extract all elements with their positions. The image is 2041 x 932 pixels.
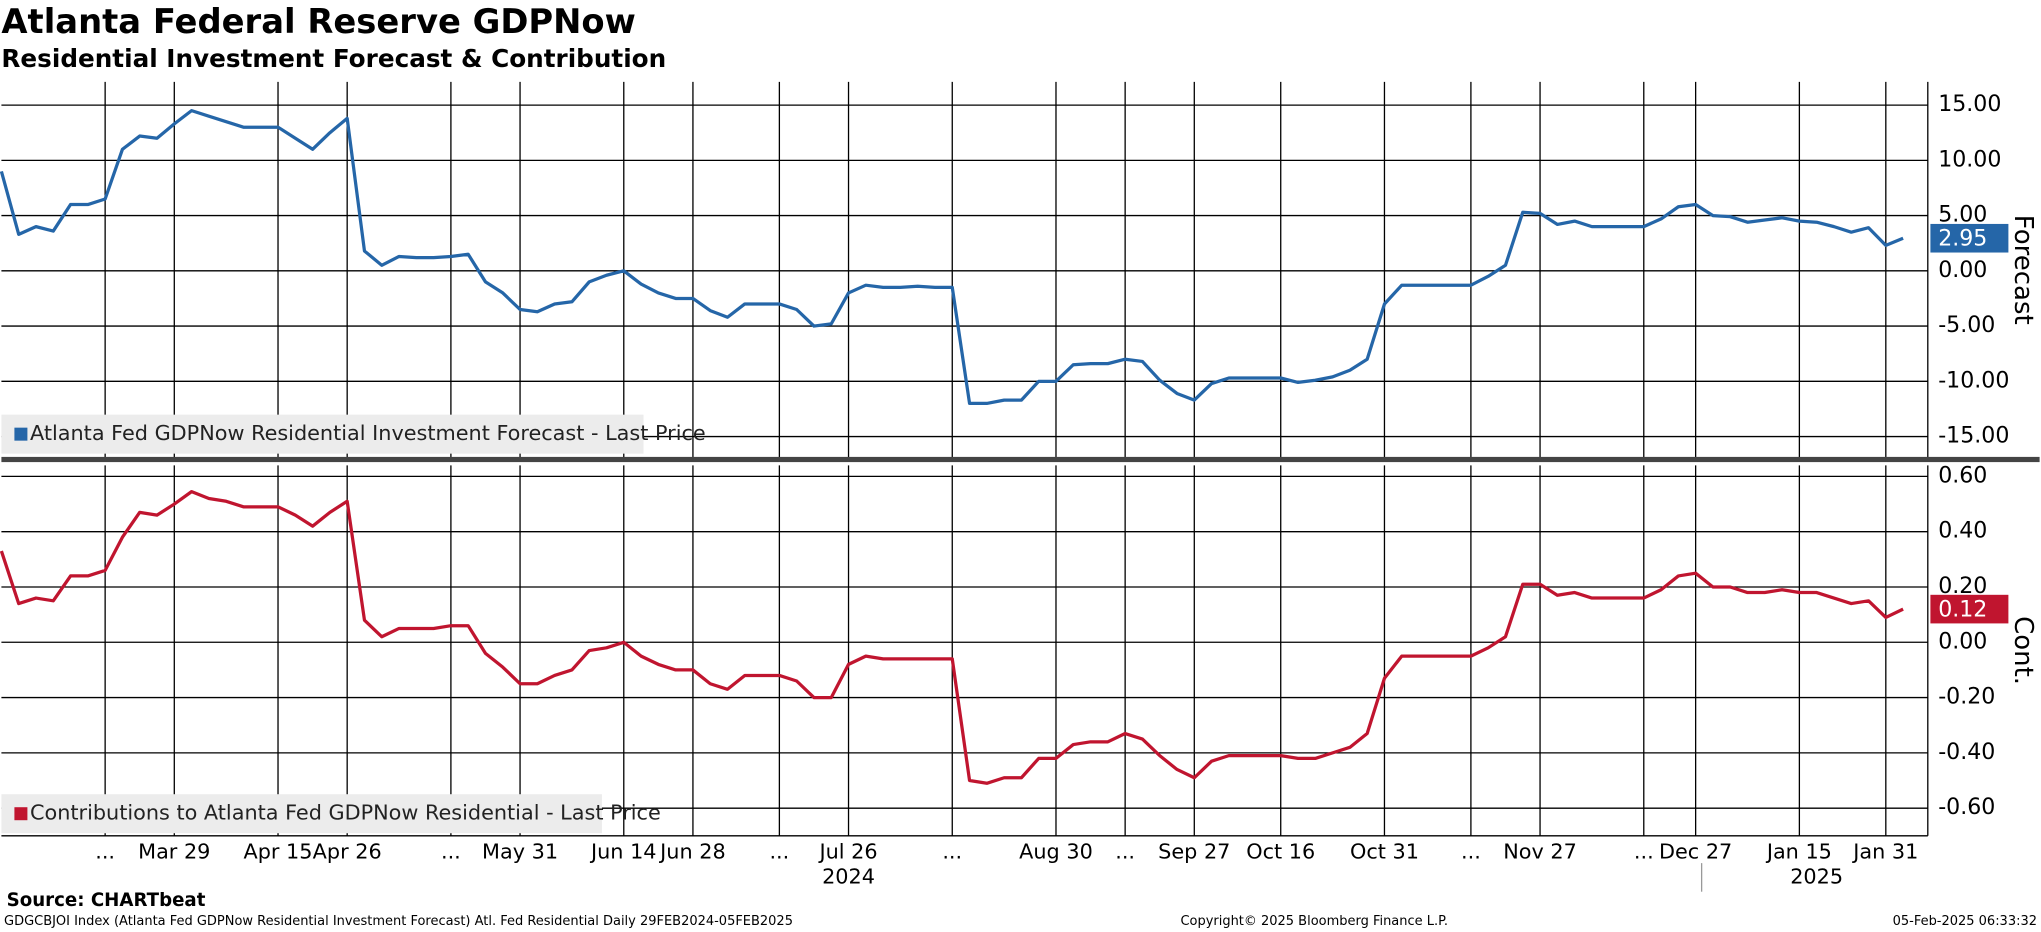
last-value-box xyxy=(1930,223,2009,253)
chart-title: Atlanta Federal Reserve GDPNow xyxy=(1,2,635,41)
y-tick-label: -0.60 xyxy=(1938,794,1995,820)
x-tick-label: Apr 26 xyxy=(313,840,382,864)
y-tick-label: -15.00 xyxy=(1938,423,2009,449)
x-tick-label: ... xyxy=(1115,840,1135,864)
year-label: 2025 xyxy=(1790,864,1843,888)
last-value-label: 0.12 xyxy=(1938,596,1987,622)
y-tick-label: 0.20 xyxy=(1938,573,1987,599)
y-tick-label: -0.40 xyxy=(1938,739,1995,765)
x-tick-label: Jan 15 xyxy=(1765,840,1832,864)
x-tick-label: Jan 31 xyxy=(1851,840,1918,864)
last-value-label: 2.95 xyxy=(1938,226,1987,252)
x-tick-label: Aug 30 xyxy=(1019,840,1093,864)
x-tick-label: Jun 28 xyxy=(658,840,726,864)
y-tick-label: 0.00 xyxy=(1938,257,1987,283)
legend-swatch xyxy=(14,807,28,821)
legend-box xyxy=(1,414,644,454)
x-tick-label: Sep 27 xyxy=(1158,840,1230,864)
y-axis-title: Forecast xyxy=(2008,215,2038,325)
legend-label: Contributions to Atlanta Fed GDPNow Resi… xyxy=(30,801,661,825)
source: Source: CHARTbeat xyxy=(7,890,206,911)
x-tick-label: Dec 27 xyxy=(1659,840,1732,864)
y-tick-label: -5.00 xyxy=(1938,312,1995,338)
x-tick-label: Oct 16 xyxy=(1246,840,1315,864)
y-tick-label: 0.60 xyxy=(1938,462,1987,488)
y-tick-label: 5.00 xyxy=(1938,202,1987,228)
y-tick-label: 0.40 xyxy=(1938,518,1987,544)
x-tick-label: ... xyxy=(95,840,115,864)
legend-label: Atlanta Fed GDPNow Residential Investmen… xyxy=(30,421,706,445)
y-tick-label: 10.00 xyxy=(1938,146,2001,172)
x-tick-label: May 31 xyxy=(482,840,558,864)
legend-box xyxy=(1,794,602,834)
y-tick-label: 15.00 xyxy=(1938,91,2001,117)
x-tick-label: ... xyxy=(1634,840,1654,864)
y-tick-label: -10.00 xyxy=(1938,367,2009,393)
x-tick-label: ... xyxy=(1461,840,1481,864)
x-tick-label: Jun 14 xyxy=(589,840,657,864)
line-series xyxy=(0,489,1904,785)
footer-left: GDGCBJOI Index (Atlanta Fed GDPNow Resid… xyxy=(4,914,793,929)
y-tick-label: 0.00 xyxy=(1938,628,1987,654)
y-axis-title: Cont. xyxy=(2008,616,2038,685)
legend-swatch xyxy=(14,427,28,441)
line-series xyxy=(0,108,1904,406)
x-tick-label: ... xyxy=(942,840,962,864)
x-tick-label: Oct 31 xyxy=(1350,840,1419,864)
y-tick-label: -0.20 xyxy=(1938,684,1995,710)
x-tick-label: Nov 27 xyxy=(1503,840,1577,864)
x-tick-label: Jul 26 xyxy=(817,840,877,864)
footer-right: 05-Feb-2025 06:33:32 xyxy=(1893,914,2037,929)
footer-center: Copyright© 2025 Bloomberg Finance L.P. xyxy=(1180,914,1448,929)
x-tick-label: Mar 29 xyxy=(138,840,210,864)
x-tick-label: ... xyxy=(769,840,789,864)
panel-separator xyxy=(1,456,2040,463)
x-tick-label: ... xyxy=(441,840,461,864)
chart-subtitle: Residential Investment Forecast & Contri… xyxy=(1,44,666,73)
last-value-box xyxy=(1930,594,2009,624)
year-label: 2024 xyxy=(822,864,875,888)
x-tick-label: Apr 15 xyxy=(244,840,313,864)
